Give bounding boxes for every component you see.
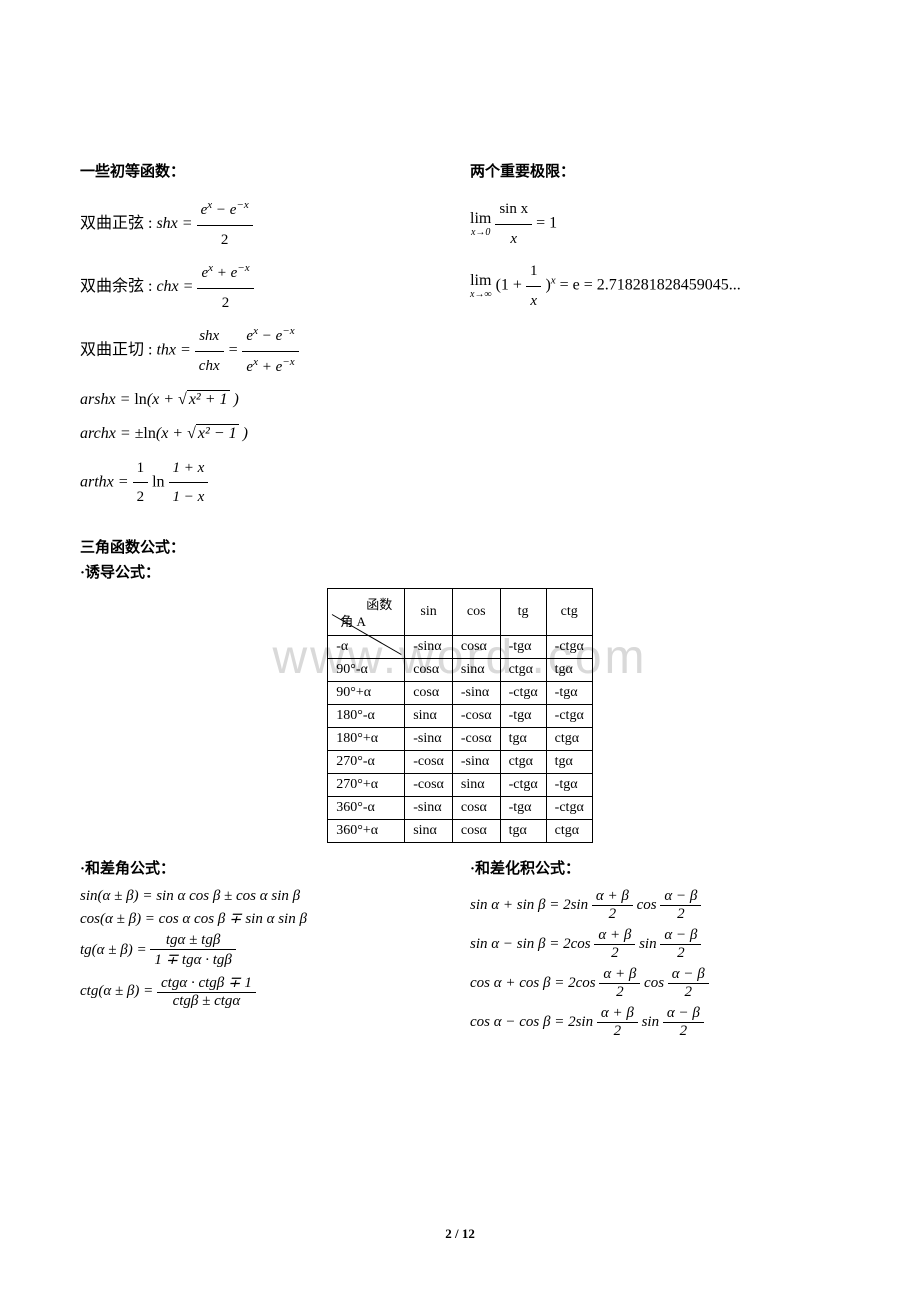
value-cell: -ctgα — [546, 635, 592, 658]
heading-elementary-functions: 一些初等函数： — [80, 160, 410, 181]
angle-cell: 360°+α — [328, 819, 405, 842]
value-cell: tgα — [500, 727, 546, 750]
value-cell: -tgα — [546, 681, 592, 704]
value-cell: -sinα — [405, 796, 453, 819]
value-cell: cosα — [405, 681, 453, 704]
angle-cell: 180°+α — [328, 727, 405, 750]
value-cell: -sinα — [405, 635, 453, 658]
table-row: 180°+α-sinα-cosαtgαctgα — [328, 727, 593, 750]
table-row: 180°-αsinα-cosα-tgα-ctgα — [328, 704, 593, 727]
value-cell: -tgα — [500, 796, 546, 819]
heading-trig-formulas: 三角函数公式： — [80, 536, 840, 557]
value-cell: -ctgα — [500, 681, 546, 704]
formula-sp4: cos α − cos β = 2sin α + β2 sin α − β2 — [470, 1005, 840, 1040]
value-cell: -cosα — [452, 704, 500, 727]
value-cell: sinα — [405, 819, 453, 842]
value-cell: ctgα — [500, 750, 546, 773]
formula-sd-sin: sin(α ± β) = sin α cos β ± cos α sin β — [80, 888, 450, 905]
induction-table: 函数 角 A sin cos tg ctg -α-sinαcosα-tgα-ct… — [327, 588, 593, 843]
table-row: 90°+αcosα-sinα-ctgα-tgα — [328, 681, 593, 704]
text-chx: chx — [156, 278, 178, 295]
value-cell: -tgα — [546, 773, 592, 796]
formula-sp2: sin α − sin β = 2cos α + β2 sin α − β2 — [470, 927, 840, 962]
th-tg: tg — [500, 588, 546, 635]
value-cell: -tgα — [500, 704, 546, 727]
value-cell: cosα — [405, 658, 453, 681]
table-row: 360°+αsinαcosαtgαctgα — [328, 819, 593, 842]
value-cell: sinα — [452, 773, 500, 796]
formula-arshx: arshx = ln(x + √x² + 1 ) — [80, 385, 410, 415]
formula-arthx: arthx = 12 ln 1 + x1 − x — [80, 454, 410, 512]
th-cos: cos — [452, 588, 500, 635]
value-cell: -cosα — [452, 727, 500, 750]
formula-archx: archx = ±ln(x + √x² − 1 ) — [80, 419, 410, 449]
diag-angle-label: 角 A — [340, 611, 366, 630]
heading-sum-to-product: ·和差化积公式： — [470, 857, 840, 878]
value-cell: sinα — [452, 658, 500, 681]
formula-chx: 双曲余弦 : chx = ex + e−x 2 — [80, 258, 410, 317]
table-row: 270°+α-cosαsinα-ctgα-tgα — [328, 773, 593, 796]
table-row: 270°-α-cosα-sinαctgαtgα — [328, 750, 593, 773]
value-cell: sinα — [405, 704, 453, 727]
value-cell: -tgα — [500, 635, 546, 658]
value-cell: -sinα — [405, 727, 453, 750]
value-cell: tgα — [500, 819, 546, 842]
value-cell: cosα — [452, 635, 500, 658]
angle-cell: 180°-α — [328, 704, 405, 727]
table-row: 360°-α-sinαcosα-tgα-ctgα — [328, 796, 593, 819]
formula-sd-tg: tg(α ± β) = tgα ± tgβ1 ∓ tgα · tgβ — [80, 932, 450, 969]
formula-thx: 双曲正切 : thx = shx chx = ex − e−x ex + e−x — [80, 321, 410, 381]
value-cell: -sinα — [452, 681, 500, 704]
label-hyper-cos: 双曲余弦 : — [80, 278, 152, 295]
angle-cell: 90°-α — [328, 658, 405, 681]
table-row: 90°-αcosαsinαctgαtgα — [328, 658, 593, 681]
value-cell: ctgα — [546, 819, 592, 842]
formula-sp1: sin α + sin β = 2sin α + β2 cos α − β2 — [470, 888, 840, 923]
formula-sp3: cos α + cos β = 2cos α + β2 cos α − β2 — [470, 966, 840, 1001]
formula-limit-1: limx→0 sin xx = 1 — [470, 195, 840, 253]
heading-two-limits: 两个重要极限： — [470, 160, 840, 181]
heading-sum-diff-angle: ·和差角公式： — [80, 857, 450, 878]
value-cell: -ctgα — [546, 704, 592, 727]
angle-cell: 270°-α — [328, 750, 405, 773]
formula-sd-ctg: ctg(α ± β) = ctgα · ctgβ ∓ 1ctgβ ± ctgα — [80, 973, 450, 1010]
value-cell: -ctgα — [500, 773, 546, 796]
text-shx: shx — [156, 215, 177, 232]
value-cell: ctgα — [546, 727, 592, 750]
value-cell: cosα — [452, 796, 500, 819]
label-hyper-sin: 双曲正弦 : — [80, 215, 152, 232]
angle-cell: 270°+α — [328, 773, 405, 796]
value-cell: -cosα — [405, 750, 453, 773]
formula-sd-cos: cos(α ± β) = cos α cos β ∓ sin α sin β — [80, 909, 450, 928]
formula-limit-2: limx→∞ (1 + 1x )x = e = 2.71828182845904… — [470, 257, 840, 315]
th-ctg: ctg — [546, 588, 592, 635]
diag-func-label: 函数 — [366, 594, 392, 613]
page-number: 2 / 12 — [445, 1226, 475, 1242]
angle-cell: 360°-α — [328, 796, 405, 819]
value-cell: cosα — [452, 819, 500, 842]
text-thx: thx — [156, 342, 176, 359]
angle-cell: -α — [328, 635, 405, 658]
table-diag-header: 函数 角 A — [328, 588, 405, 635]
heading-induction: ·诱导公式： — [80, 561, 840, 582]
value-cell: tgα — [546, 658, 592, 681]
label-hyper-tan: 双曲正切 : — [80, 342, 152, 359]
value-cell: tgα — [546, 750, 592, 773]
value-cell: -ctgα — [546, 796, 592, 819]
value-cell: -cosα — [405, 773, 453, 796]
th-sin: sin — [405, 588, 453, 635]
table-row: -α-sinαcosα-tgα-ctgα — [328, 635, 593, 658]
angle-cell: 90°+α — [328, 681, 405, 704]
value-cell: -sinα — [452, 750, 500, 773]
formula-shx: 双曲正弦 : shx = ex − e−x 2 — [80, 195, 410, 254]
value-cell: ctgα — [500, 658, 546, 681]
